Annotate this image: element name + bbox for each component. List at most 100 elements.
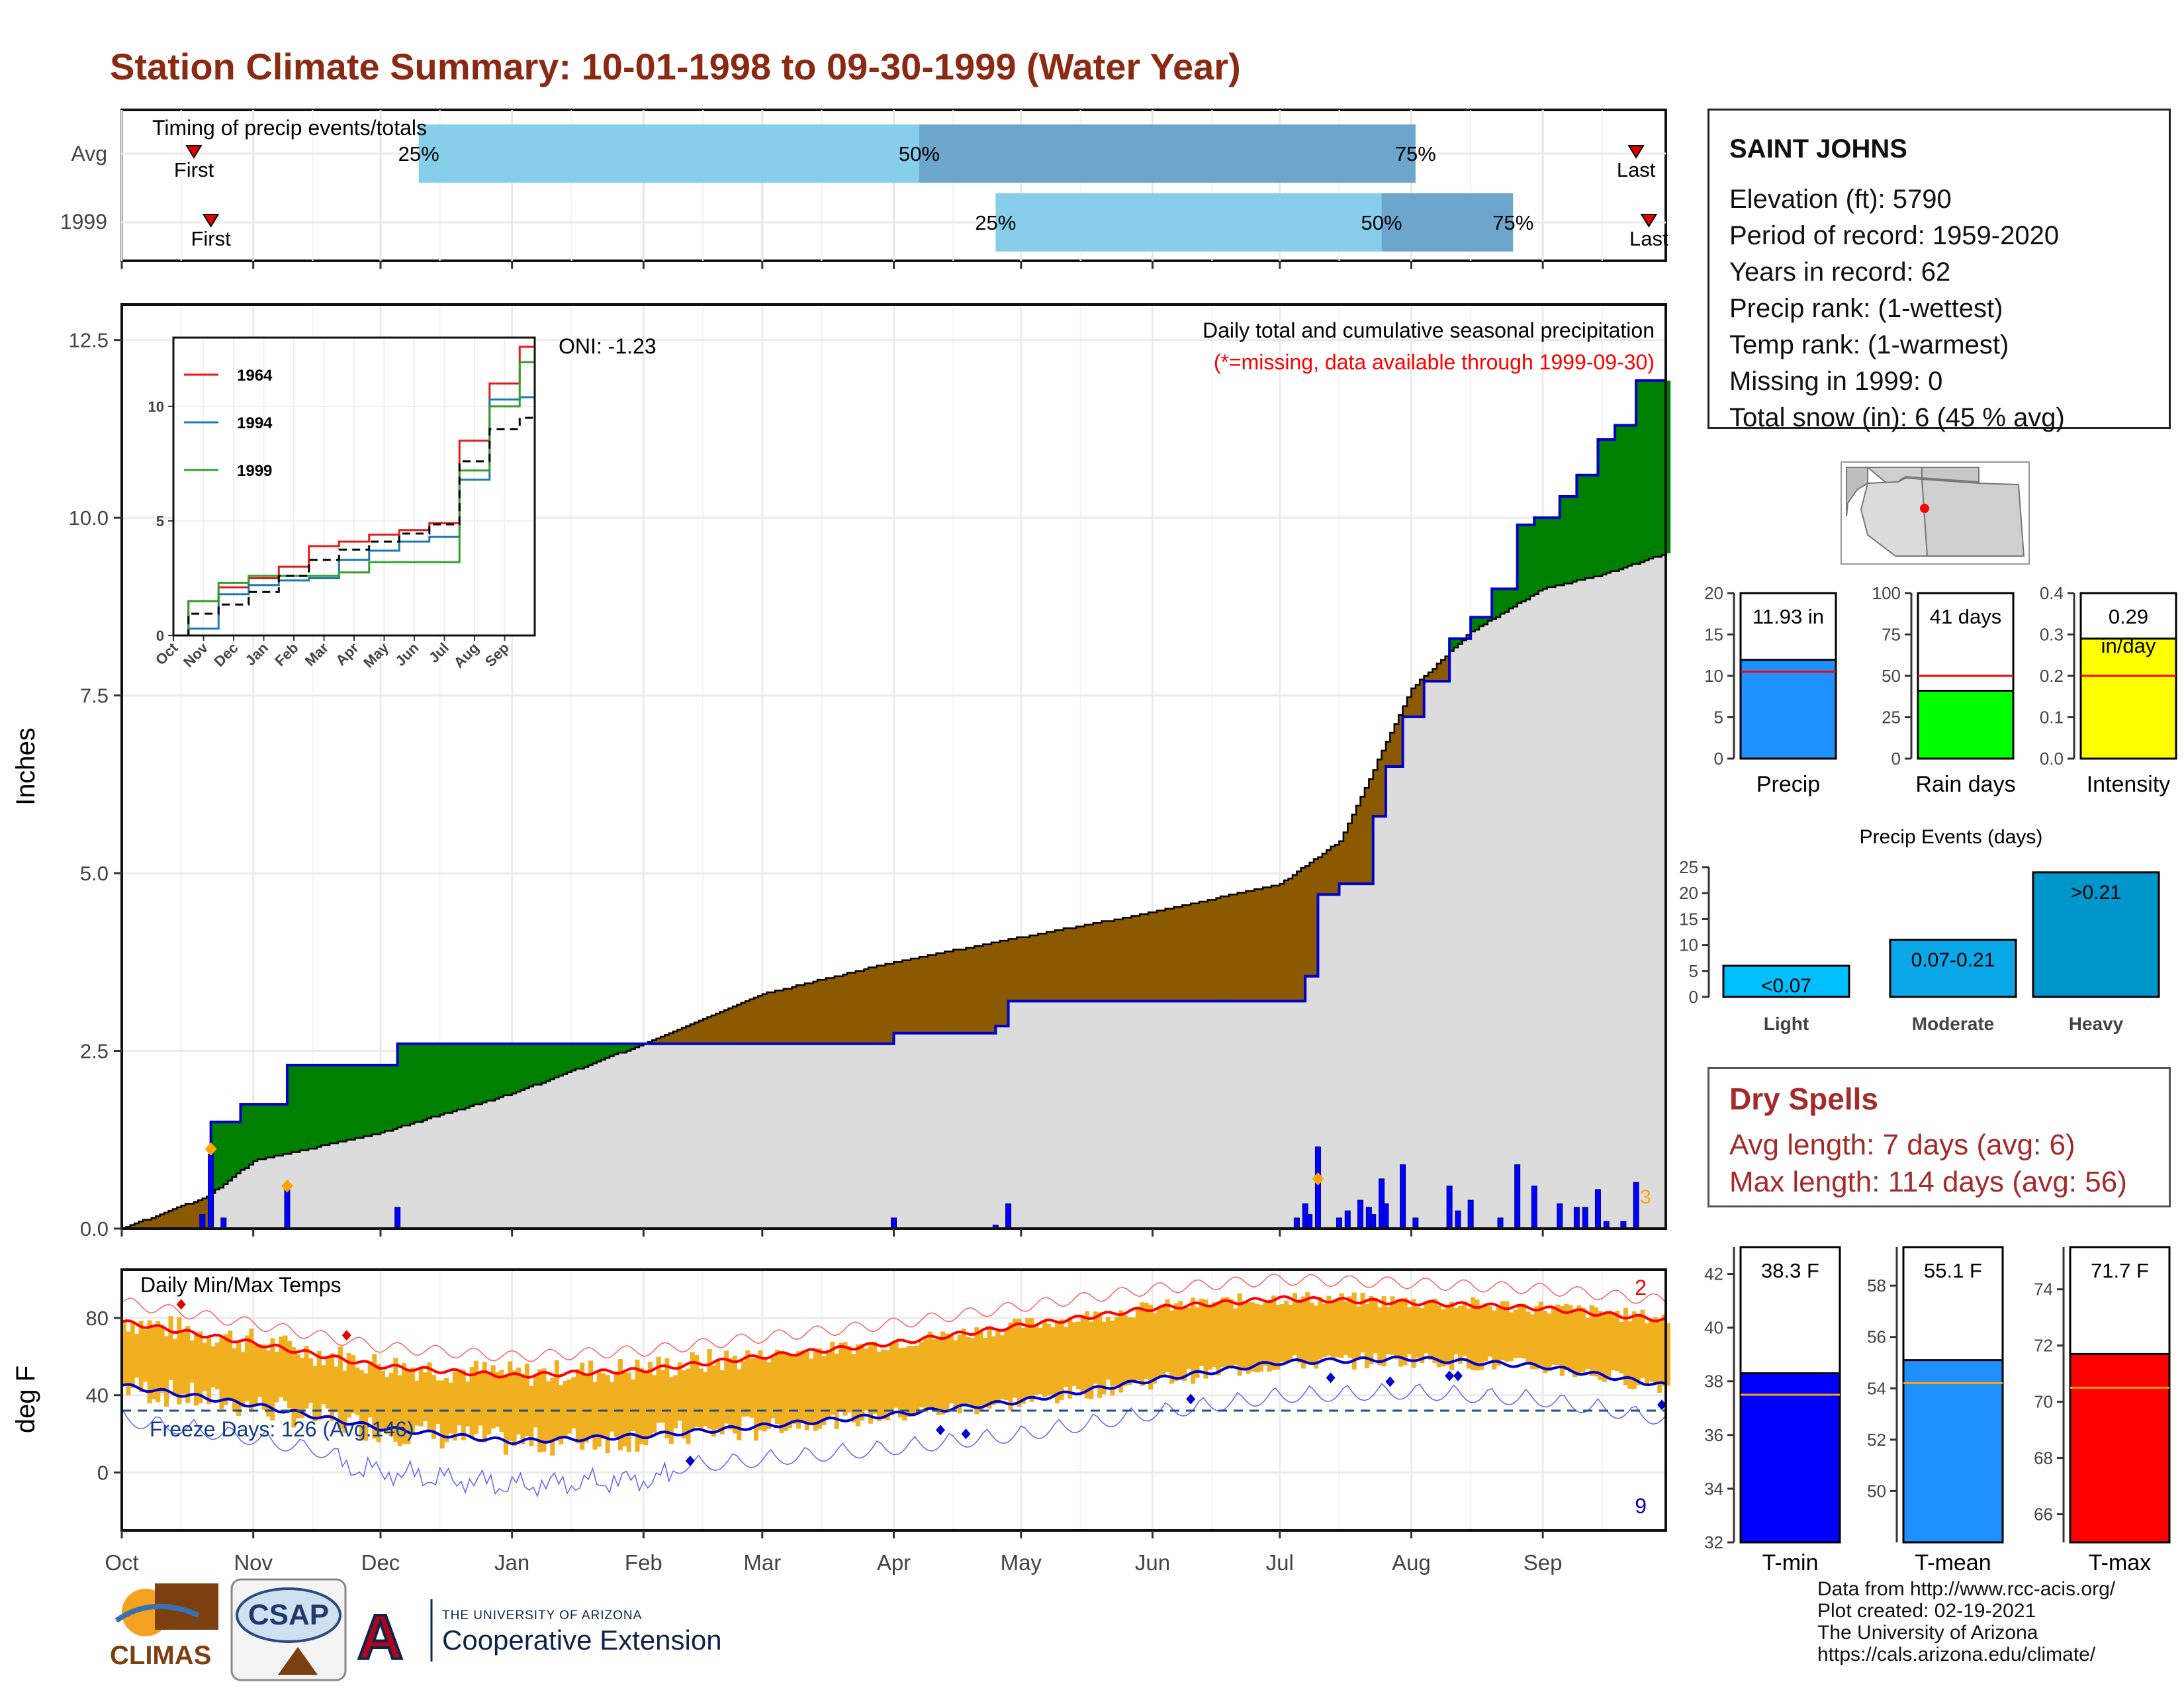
- daily-temp-range-bar: [1525, 1311, 1531, 1362]
- summary-bar-precip: [1739, 659, 1837, 760]
- snow-marker-icon: [205, 1142, 217, 1156]
- inset-average-line: [173, 416, 535, 637]
- daily-temp-range-bar: [1237, 1293, 1242, 1376]
- daily-precip-bar: [1467, 1199, 1474, 1229]
- summary-unit-label: in/day: [2101, 634, 2156, 657]
- precip-y-axis: 0.0 2.5 5.0 7.5 10.0 12.5: [69, 329, 1544, 1241]
- above-avg-area: [274, 1104, 279, 1156]
- below-avg-area: [1297, 871, 1302, 1002]
- above-avg-area: [1551, 518, 1557, 587]
- below-avg-area: [966, 947, 971, 1033]
- month-label-feb: Feb: [625, 1550, 662, 1575]
- daily-temp-range-bar: [300, 1358, 305, 1419]
- daily-precip-bar: [284, 1189, 291, 1229]
- summary-y-tick-label: 75: [1882, 625, 1901, 645]
- below-avg-area: [1042, 933, 1048, 1002]
- below-avg-area: [1182, 905, 1187, 1002]
- daily-temp-range-bar: [265, 1350, 271, 1417]
- daily-temp-range-bar: [1288, 1304, 1293, 1362]
- above-avg-area: [529, 1043, 534, 1087]
- daily-temp-range-bar: [1360, 1293, 1365, 1353]
- events-category-label: Moderate: [1912, 1013, 1994, 1034]
- daily-temp-range-bar: [559, 1385, 564, 1444]
- below-avg-area: [138, 1221, 144, 1229]
- daily-temp-range-bar: [783, 1354, 788, 1431]
- daily-temp-range-bar: [1649, 1321, 1654, 1382]
- station-precip-rank: Precip rank: (1-wettest): [1729, 294, 2003, 323]
- below-avg-area: [1415, 684, 1421, 717]
- daily-temp-range-bar: [737, 1369, 742, 1440]
- daily-temp-range-bar: [1564, 1303, 1569, 1371]
- daily-temp-range-bar: [668, 1377, 674, 1444]
- temp-summary-y-tick-label: 40: [1704, 1318, 1723, 1338]
- month-label-dec: Dec: [361, 1550, 400, 1575]
- above-avg-area: [541, 1043, 547, 1083]
- below-avg-area: [876, 965, 882, 1044]
- above-avg-area: [596, 1043, 602, 1062]
- below-avg-area: [792, 986, 797, 1044]
- daily-temp-range-bar: [1271, 1295, 1276, 1370]
- below-avg-area: [673, 1031, 678, 1044]
- summary-y-tick-label: 50: [1882, 666, 1901, 686]
- daily-temp-range-bar: [1152, 1313, 1158, 1384]
- daily-temp-range-bar: [1305, 1292, 1310, 1362]
- daily-temp-range-bar: [338, 1346, 343, 1429]
- above-avg-area: [486, 1043, 492, 1101]
- above-avg-area: [567, 1043, 572, 1072]
- below-avg-area: [834, 976, 839, 1044]
- daily-temp-range-bar: [1606, 1313, 1612, 1379]
- below-avg-area: [813, 981, 818, 1044]
- daily-temp-range-bar: [172, 1338, 177, 1397]
- timing-last-label: Last: [1617, 158, 1656, 181]
- above-avg-area: [300, 1065, 305, 1150]
- daily-temp-range-bar: [1657, 1321, 1662, 1393]
- record-low-marker-icon: [936, 1425, 946, 1436]
- temp-summary-y-tick-label: 58: [1867, 1276, 1886, 1295]
- below-avg-area: [1127, 917, 1132, 1002]
- daily-temp-range-bar: [1551, 1306, 1556, 1365]
- daily-temp-range-bar: [219, 1336, 224, 1409]
- daily-precip-bar: [1531, 1186, 1537, 1229]
- daily-temp-range-bar: [1177, 1301, 1183, 1380]
- below-avg-area: [1275, 885, 1281, 1002]
- average-cumulative-line: [122, 553, 1667, 1230]
- below-avg-area: [1059, 929, 1064, 1002]
- daily-temp-range-bar: [1398, 1298, 1404, 1367]
- below-avg-area: [745, 1001, 751, 1044]
- precip-y-tick-label: 0.0: [80, 1217, 109, 1241]
- daily-temp-range-bar: [966, 1336, 971, 1404]
- below-avg-area: [1398, 715, 1404, 767]
- daily-temp-range-bar: [261, 1344, 267, 1410]
- above-avg-area: [325, 1065, 330, 1145]
- temp-summary-category-label: T-max: [2089, 1550, 2151, 1575]
- below-avg-area: [788, 988, 793, 1044]
- below-avg-area: [995, 942, 1001, 1026]
- inset-legend: 1964 1994 1999: [184, 367, 273, 480]
- above-avg-area: [439, 1043, 445, 1115]
- inset-frame: [172, 336, 536, 637]
- daily-temp-range-bar: [626, 1372, 631, 1452]
- below-avg-area: [1199, 902, 1205, 1002]
- daily-temp-range-bar: [915, 1345, 920, 1415]
- daily-temp-range-bar: [1101, 1321, 1107, 1395]
- daily-temp-range-bar: [283, 1335, 288, 1401]
- summary-bars: 0 5 10 15 20 11.93 in Precip 0 25 50 75 100 41 days R…: [1704, 583, 2177, 797]
- daily-precip-bar: [1582, 1207, 1588, 1229]
- daily-temp-range-bar: [1169, 1310, 1175, 1384]
- above-avg-area: [1619, 425, 1624, 570]
- daily-temp-range-bar: [809, 1358, 814, 1423]
- above-avg-area: [418, 1043, 424, 1122]
- above-avg-area: [1496, 588, 1501, 618]
- daily-temp-range-bar: [363, 1373, 369, 1441]
- above-avg-area: [372, 1065, 377, 1135]
- daily-temp-range-bar: [287, 1341, 292, 1409]
- below-avg-area: [1034, 935, 1039, 1002]
- below-avg-area: [1029, 935, 1034, 1002]
- daily-temp-range-bar: [825, 1350, 831, 1419]
- above-avg-area: [533, 1043, 538, 1085]
- daily-temp-range-bar: [512, 1370, 517, 1446]
- month-label-apr: Apr: [877, 1550, 911, 1575]
- above-avg-area: [236, 1121, 242, 1174]
- daily-temp-range-bar: [1059, 1319, 1064, 1401]
